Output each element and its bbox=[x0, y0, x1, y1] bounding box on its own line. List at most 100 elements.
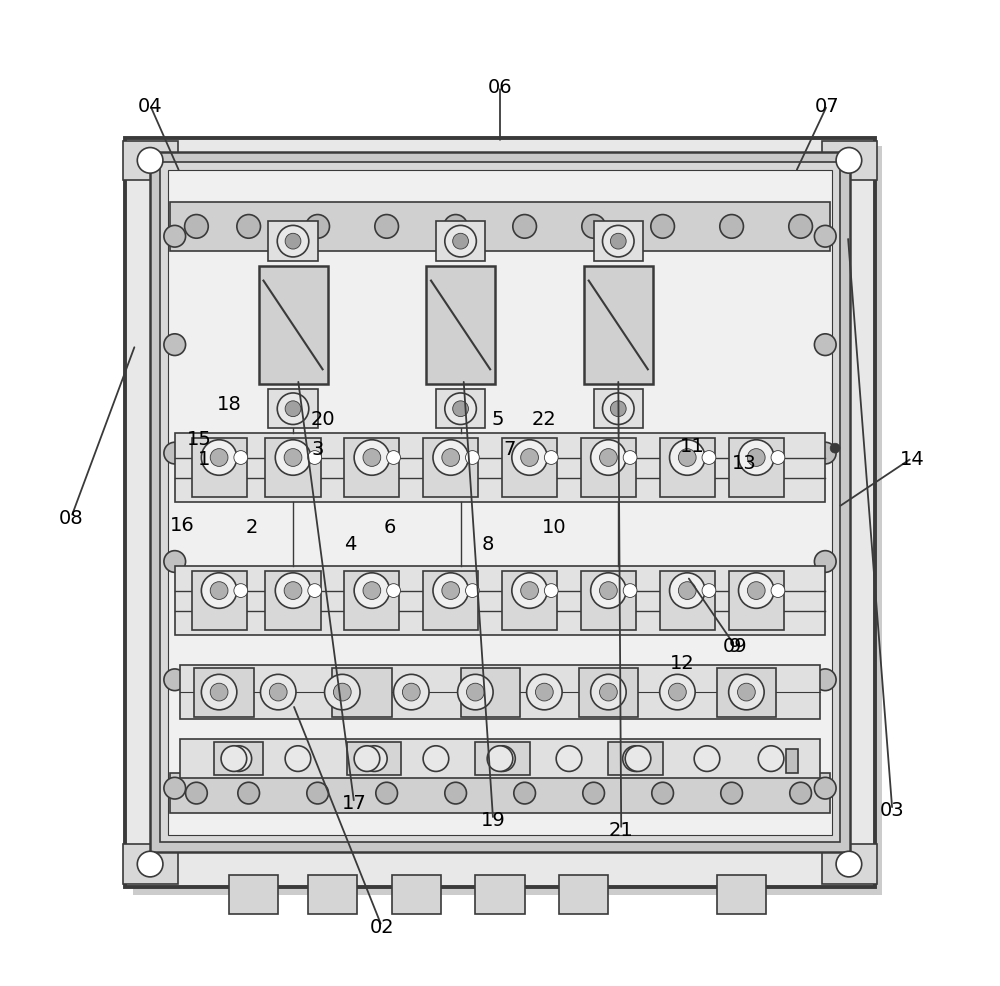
Text: 02: 02 bbox=[369, 917, 394, 936]
Bar bbox=[822, 844, 877, 883]
Circle shape bbox=[729, 674, 764, 710]
Bar bbox=[125, 139, 875, 886]
Bar bbox=[133, 146, 882, 894]
Text: 12: 12 bbox=[670, 653, 695, 671]
Circle shape bbox=[226, 746, 252, 772]
Circle shape bbox=[164, 226, 186, 247]
Circle shape bbox=[720, 215, 743, 239]
Bar bbox=[822, 142, 877, 180]
Bar bbox=[194, 669, 254, 718]
Circle shape bbox=[513, 215, 536, 239]
Circle shape bbox=[670, 573, 705, 608]
Circle shape bbox=[442, 582, 460, 599]
Circle shape bbox=[164, 334, 186, 356]
Circle shape bbox=[238, 783, 260, 805]
Bar bbox=[265, 572, 321, 631]
Circle shape bbox=[275, 441, 311, 476]
Circle shape bbox=[186, 783, 207, 805]
Bar bbox=[344, 572, 399, 631]
Circle shape bbox=[275, 573, 311, 608]
Bar bbox=[160, 163, 840, 843]
Circle shape bbox=[306, 215, 329, 239]
Bar bbox=[594, 389, 643, 429]
Circle shape bbox=[591, 674, 626, 710]
Text: 18: 18 bbox=[217, 395, 241, 414]
Circle shape bbox=[277, 226, 309, 257]
Circle shape bbox=[623, 584, 637, 598]
Circle shape bbox=[739, 573, 774, 608]
Circle shape bbox=[830, 444, 840, 454]
Bar bbox=[579, 669, 638, 718]
Bar bbox=[660, 572, 715, 631]
Bar bbox=[581, 439, 636, 498]
Circle shape bbox=[678, 582, 696, 599]
Circle shape bbox=[600, 582, 617, 599]
Circle shape bbox=[201, 674, 237, 710]
Circle shape bbox=[521, 450, 538, 467]
Circle shape bbox=[591, 441, 626, 476]
Text: 10: 10 bbox=[542, 518, 567, 537]
Bar bbox=[123, 142, 178, 180]
Circle shape bbox=[445, 393, 476, 425]
Circle shape bbox=[512, 441, 547, 476]
Circle shape bbox=[164, 669, 186, 691]
Circle shape bbox=[285, 401, 301, 417]
Bar bbox=[502, 572, 557, 631]
Text: 8: 8 bbox=[482, 534, 494, 554]
Circle shape bbox=[758, 746, 784, 772]
Circle shape bbox=[702, 584, 716, 598]
Text: 21: 21 bbox=[609, 820, 634, 839]
Bar bbox=[581, 572, 636, 631]
Circle shape bbox=[308, 584, 322, 598]
Circle shape bbox=[185, 215, 208, 239]
Circle shape bbox=[836, 851, 862, 877]
Bar bbox=[229, 875, 278, 914]
Circle shape bbox=[678, 450, 696, 467]
Circle shape bbox=[285, 234, 301, 249]
Bar bbox=[502, 439, 557, 498]
Text: 04: 04 bbox=[138, 97, 162, 115]
Text: 11: 11 bbox=[680, 436, 705, 456]
Bar bbox=[347, 742, 401, 776]
Circle shape bbox=[610, 401, 626, 417]
Text: 13: 13 bbox=[732, 454, 757, 473]
Bar bbox=[392, 875, 441, 914]
Circle shape bbox=[652, 783, 673, 805]
Text: 14: 14 bbox=[900, 449, 924, 468]
Bar bbox=[594, 222, 643, 261]
Circle shape bbox=[623, 452, 637, 465]
Bar bbox=[268, 389, 318, 429]
Bar bbox=[214, 742, 263, 776]
Circle shape bbox=[521, 582, 538, 599]
Bar bbox=[192, 572, 247, 631]
Circle shape bbox=[137, 148, 163, 174]
Bar bbox=[423, 572, 478, 631]
Circle shape bbox=[423, 746, 449, 772]
Bar bbox=[559, 875, 608, 914]
Bar bbox=[175, 434, 825, 503]
Circle shape bbox=[445, 226, 476, 257]
Circle shape bbox=[210, 683, 228, 701]
Bar bbox=[332, 669, 392, 718]
Circle shape bbox=[387, 452, 400, 465]
Text: 9: 9 bbox=[728, 636, 741, 655]
Circle shape bbox=[603, 393, 634, 425]
Bar bbox=[660, 439, 715, 498]
Circle shape bbox=[221, 746, 247, 772]
Circle shape bbox=[201, 441, 237, 476]
Circle shape bbox=[535, 683, 553, 701]
Bar bbox=[584, 266, 653, 385]
Circle shape bbox=[600, 683, 617, 701]
Bar bbox=[717, 875, 766, 914]
Bar bbox=[192, 439, 247, 498]
Circle shape bbox=[771, 584, 785, 598]
Bar bbox=[170, 774, 830, 813]
Circle shape bbox=[363, 582, 381, 599]
Text: 03: 03 bbox=[880, 801, 905, 819]
Circle shape bbox=[363, 450, 381, 467]
Circle shape bbox=[394, 674, 429, 710]
Text: 6: 6 bbox=[383, 518, 396, 537]
Text: 09: 09 bbox=[722, 636, 747, 655]
Bar bbox=[268, 222, 318, 261]
Circle shape bbox=[387, 584, 400, 598]
